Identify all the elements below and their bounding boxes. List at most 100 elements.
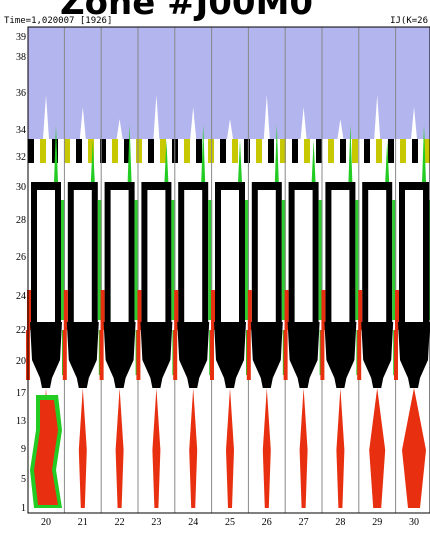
column-interior [37, 190, 55, 324]
band-cell [88, 139, 94, 163]
y-axis-label: 9 [21, 444, 26, 455]
red-plume [369, 388, 386, 508]
red-plume [78, 388, 87, 508]
spike [374, 95, 381, 139]
red-side [99, 330, 104, 380]
red-plume [336, 388, 345, 508]
black-blob [30, 322, 62, 388]
band-cell [412, 139, 418, 163]
y-axis-label: 24 [16, 291, 26, 302]
red-edge [321, 290, 326, 330]
red-edge [395, 290, 399, 330]
x-axis-label: 27 [299, 517, 309, 528]
band-cell [388, 139, 394, 163]
red-side [246, 330, 251, 380]
band-cell [64, 139, 70, 163]
red-plume [402, 388, 426, 508]
red-plume [226, 388, 234, 508]
band-cell [292, 139, 298, 163]
title: Zone #J00M0 [60, 0, 313, 23]
x-axis-label: 21 [78, 517, 88, 528]
green-edge [281, 200, 286, 320]
column-interior [368, 190, 387, 324]
y-axis-label: 36 [16, 88, 26, 99]
band-cell [256, 139, 262, 163]
red-edge [137, 290, 142, 330]
x-axis-label: 25 [225, 517, 235, 528]
band-cell [232, 139, 238, 163]
band-cell [364, 139, 370, 163]
red-plume [262, 388, 271, 508]
band-cell [400, 139, 406, 163]
green-edge [61, 200, 65, 320]
red-edge [358, 290, 363, 330]
green-spike [348, 125, 353, 183]
black-blob [361, 322, 394, 388]
black-blob [214, 322, 246, 388]
spike [43, 95, 49, 139]
band-cell [100, 139, 106, 163]
red-edge [27, 290, 31, 330]
green-spike [238, 140, 242, 183]
band-cell [268, 139, 274, 163]
red-side [283, 330, 288, 380]
green-edge [208, 200, 213, 320]
red-side [136, 330, 141, 380]
green-spike [385, 140, 390, 183]
green-spike [422, 125, 426, 183]
spike [227, 119, 233, 139]
y-axis-label: 20 [16, 356, 26, 367]
y-axis-label: 30 [16, 182, 26, 193]
green-spike [201, 125, 206, 183]
band-cell [196, 139, 202, 163]
band-cell [340, 139, 346, 163]
x-axis-label: 24 [188, 517, 198, 528]
red-edge [174, 290, 179, 330]
red-blob [34, 400, 58, 505]
band-cell [76, 139, 82, 163]
green-edge [97, 200, 102, 320]
column-interior [184, 190, 203, 324]
spike [300, 107, 307, 139]
green-spike [311, 140, 316, 183]
black-blob [103, 322, 136, 388]
column-interior [221, 190, 239, 324]
band-cell [244, 139, 250, 163]
band-cell [136, 139, 142, 163]
red-side [394, 330, 398, 380]
spike [116, 119, 123, 139]
x-axis-label: 28 [335, 517, 345, 528]
x-axis-label: 26 [262, 517, 272, 528]
spike [79, 107, 86, 139]
red-plume [189, 388, 198, 508]
red-side [62, 330, 67, 380]
black-blob [66, 322, 99, 388]
green-edge [245, 200, 249, 320]
band-cell [112, 139, 118, 163]
green-spike [54, 125, 58, 183]
spike [411, 107, 417, 139]
band-cell [424, 139, 430, 163]
red-side [357, 330, 362, 380]
green-edge [318, 200, 323, 320]
column-interior [110, 190, 129, 324]
x-axis-label: 29 [372, 517, 382, 528]
red-side [320, 330, 325, 380]
red-plume [115, 388, 124, 508]
spike [263, 95, 270, 139]
band-cell [208, 139, 214, 163]
band-cell [28, 139, 34, 163]
y-axis-label: 13 [16, 416, 26, 427]
y-axis-label: 1 [21, 503, 26, 514]
x-axis-label: 30 [409, 517, 419, 528]
upper-band [28, 27, 430, 139]
black-blob [250, 322, 283, 388]
red-edge [247, 290, 252, 330]
green-edge [134, 200, 139, 320]
red-side [210, 330, 214, 380]
red-edge [284, 290, 289, 330]
green-spike [90, 140, 95, 183]
green-spike [164, 140, 169, 183]
